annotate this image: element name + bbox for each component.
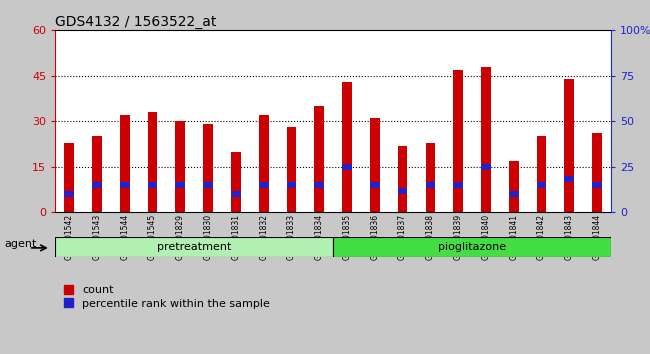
Bar <box>481 67 491 212</box>
Bar <box>203 124 213 212</box>
Bar <box>537 136 547 212</box>
Bar <box>287 127 296 212</box>
Text: pretreatment: pretreatment <box>157 242 231 252</box>
Bar <box>287 182 296 188</box>
Bar <box>453 70 463 212</box>
Bar <box>342 164 352 170</box>
Bar <box>64 191 74 197</box>
Bar <box>370 182 380 188</box>
Bar <box>537 182 547 188</box>
Text: GDS4132 / 1563522_at: GDS4132 / 1563522_at <box>55 15 216 29</box>
Bar <box>453 182 463 188</box>
Bar <box>398 188 408 194</box>
Bar <box>315 182 324 188</box>
Bar <box>120 182 129 188</box>
Bar <box>92 182 102 188</box>
Legend: count, percentile rank within the sample: count, percentile rank within the sample <box>61 282 273 312</box>
Bar <box>592 182 602 188</box>
Text: pioglitazone: pioglitazone <box>438 242 506 252</box>
Bar <box>333 237 611 257</box>
Bar <box>259 182 268 188</box>
Bar <box>398 145 408 212</box>
Bar <box>426 143 436 212</box>
Bar <box>509 161 519 212</box>
Bar <box>148 182 157 188</box>
Bar <box>592 133 602 212</box>
Bar <box>203 182 213 188</box>
Bar <box>92 136 102 212</box>
Bar <box>315 106 324 212</box>
Bar <box>231 191 240 197</box>
Bar <box>55 237 333 257</box>
Bar <box>64 143 74 212</box>
Bar <box>259 115 268 212</box>
Bar <box>120 115 129 212</box>
Bar <box>509 191 519 197</box>
Bar <box>370 118 380 212</box>
Bar <box>564 79 574 212</box>
Bar <box>148 112 157 212</box>
Bar <box>564 176 574 182</box>
Bar <box>231 152 240 212</box>
Bar <box>481 164 491 170</box>
Bar <box>342 82 352 212</box>
Bar <box>426 182 436 188</box>
Bar <box>176 182 185 188</box>
Bar <box>176 121 185 212</box>
Text: agent: agent <box>5 239 37 249</box>
